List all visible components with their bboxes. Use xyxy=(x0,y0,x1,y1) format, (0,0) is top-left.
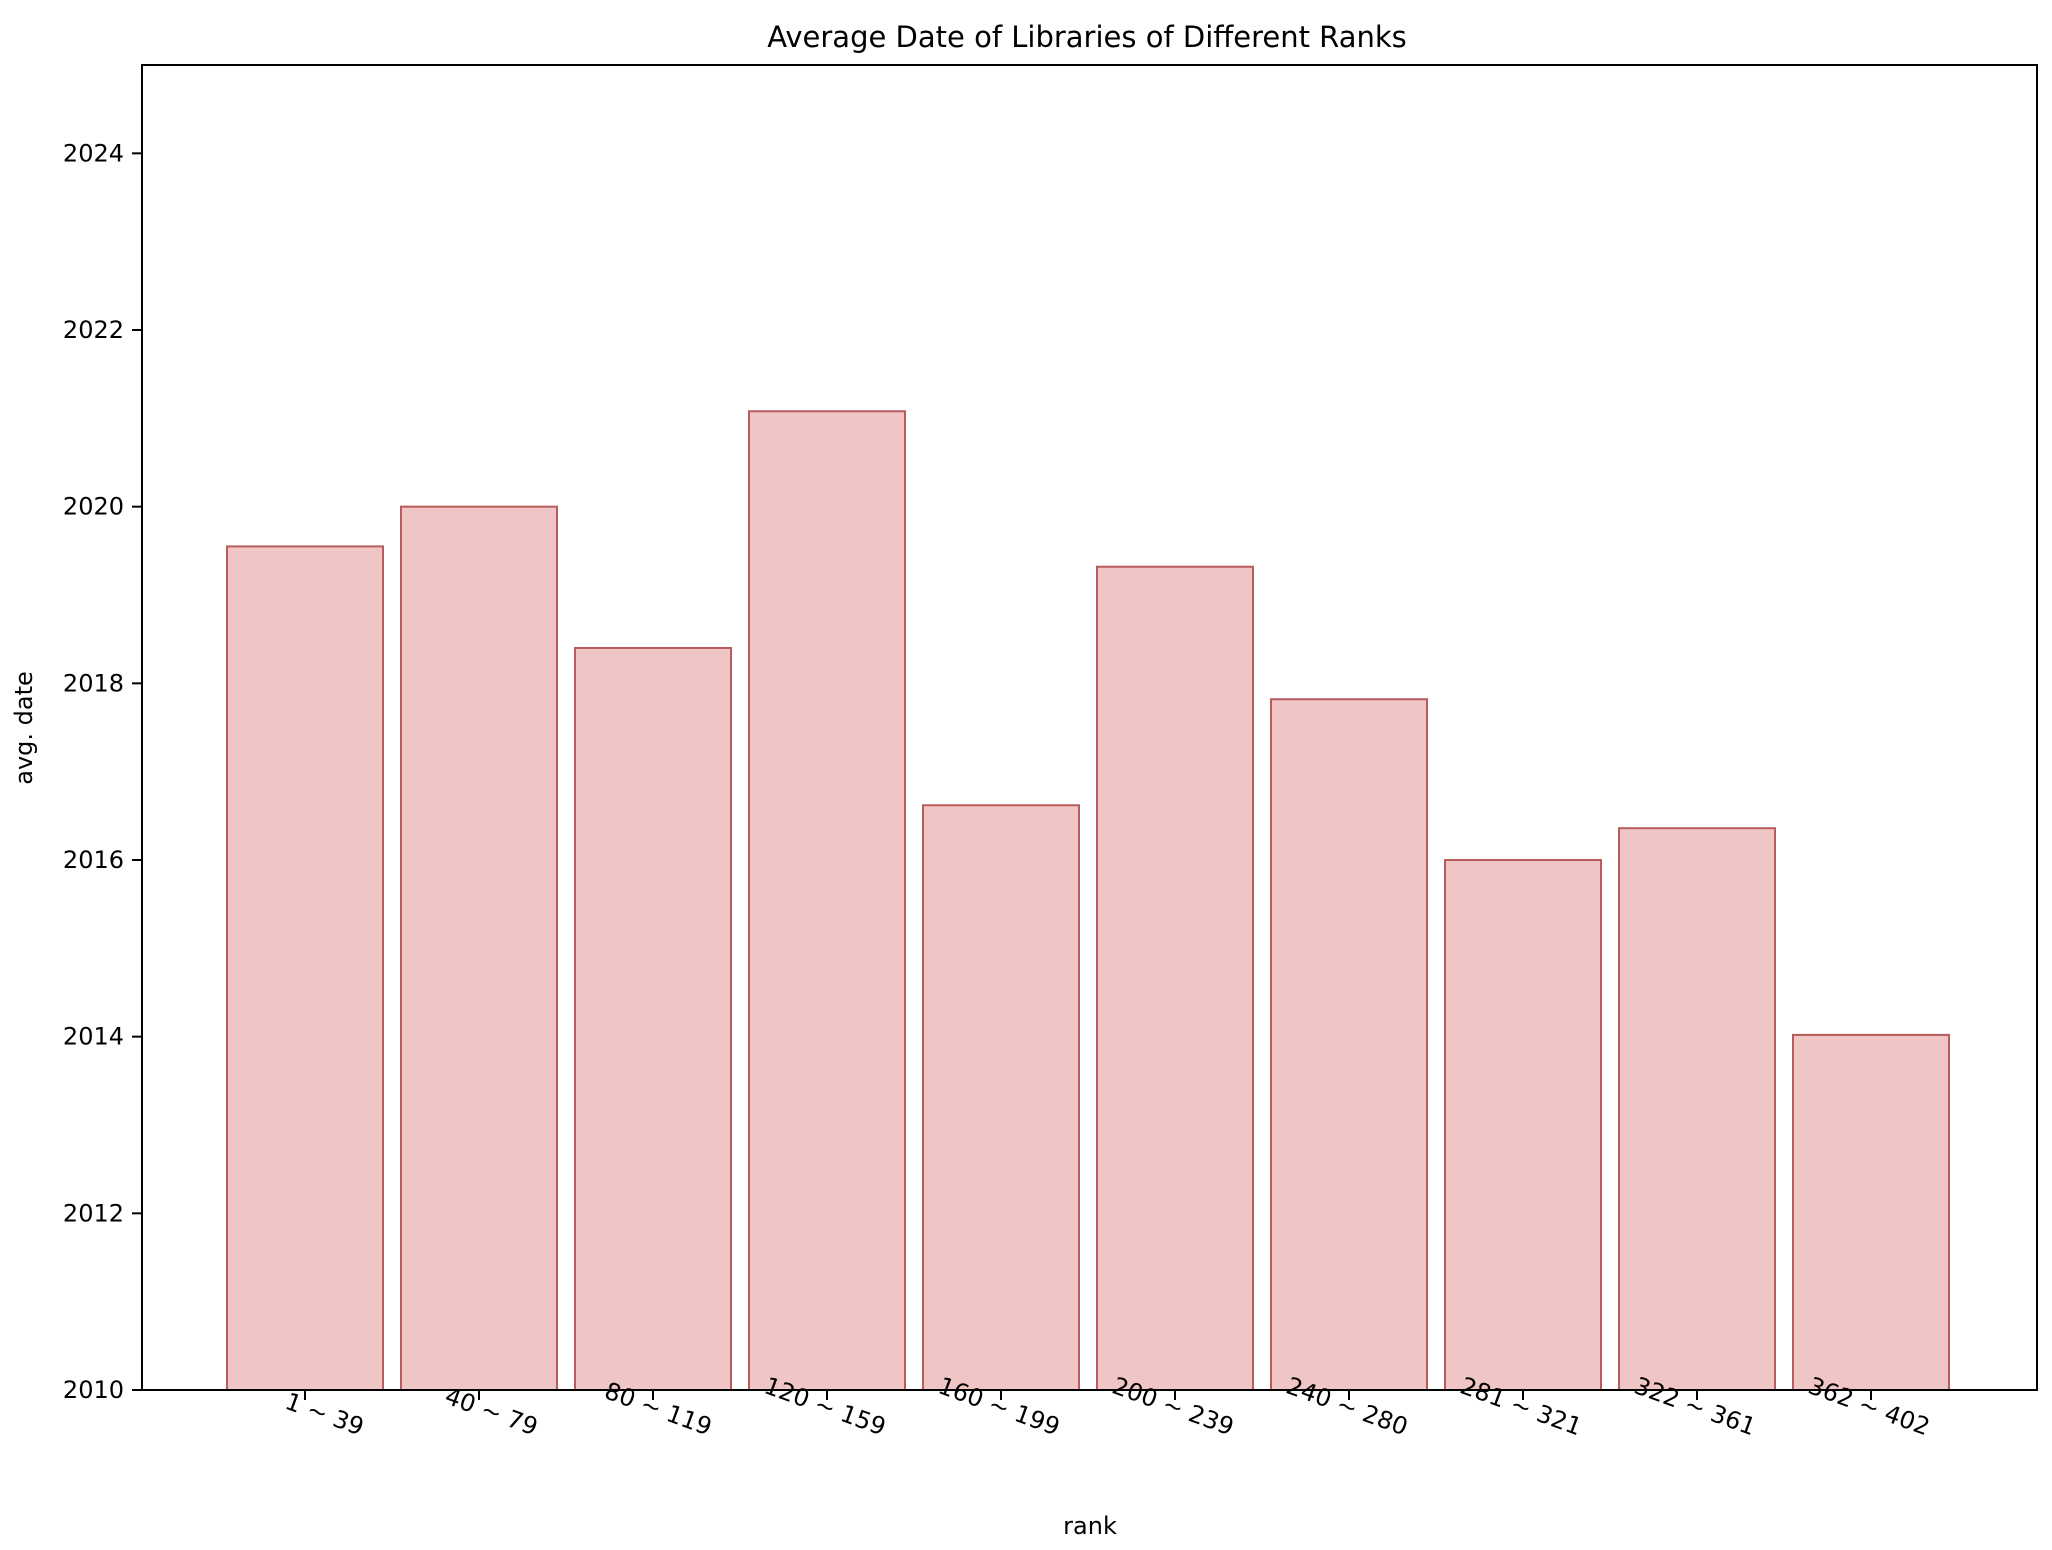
bar-4 xyxy=(922,804,1080,1391)
chart-title: Average Date of Libraries of Different R… xyxy=(767,20,1407,54)
y-axis: 2010 2012 2014 2016 2018 2020 2022 2024 xyxy=(63,139,142,1404)
bar-0 xyxy=(226,545,384,1391)
plot-frame xyxy=(141,64,2038,1391)
bar-6 xyxy=(1270,698,1428,1391)
bar-2 xyxy=(574,647,732,1391)
y-tick-label-5: 2020 xyxy=(63,493,124,521)
y-tick-label-2: 2014 xyxy=(63,1023,124,1051)
x-tick-label-0: 1 ~ 39 xyxy=(282,1387,368,1441)
y-axis-label: avg. date xyxy=(10,671,38,785)
bar-9 xyxy=(1792,1033,1950,1392)
bar-1 xyxy=(400,505,558,1391)
bar-5 xyxy=(1096,565,1254,1391)
y-tick-label-4: 2018 xyxy=(63,669,124,697)
bar-7 xyxy=(1444,859,1602,1391)
y-tick-label-7: 2024 xyxy=(63,139,124,167)
y-tick-label-3: 2016 xyxy=(63,846,124,874)
x-axis-label: rank xyxy=(1063,1512,1117,1540)
y-tick-label-0: 2010 xyxy=(63,1376,124,1404)
bars-group xyxy=(226,410,1950,1392)
bar-3 xyxy=(748,410,906,1391)
bar-8 xyxy=(1618,827,1776,1391)
y-tick-label-6: 2022 xyxy=(63,316,124,344)
y-tick-label-1: 2012 xyxy=(63,1199,124,1227)
